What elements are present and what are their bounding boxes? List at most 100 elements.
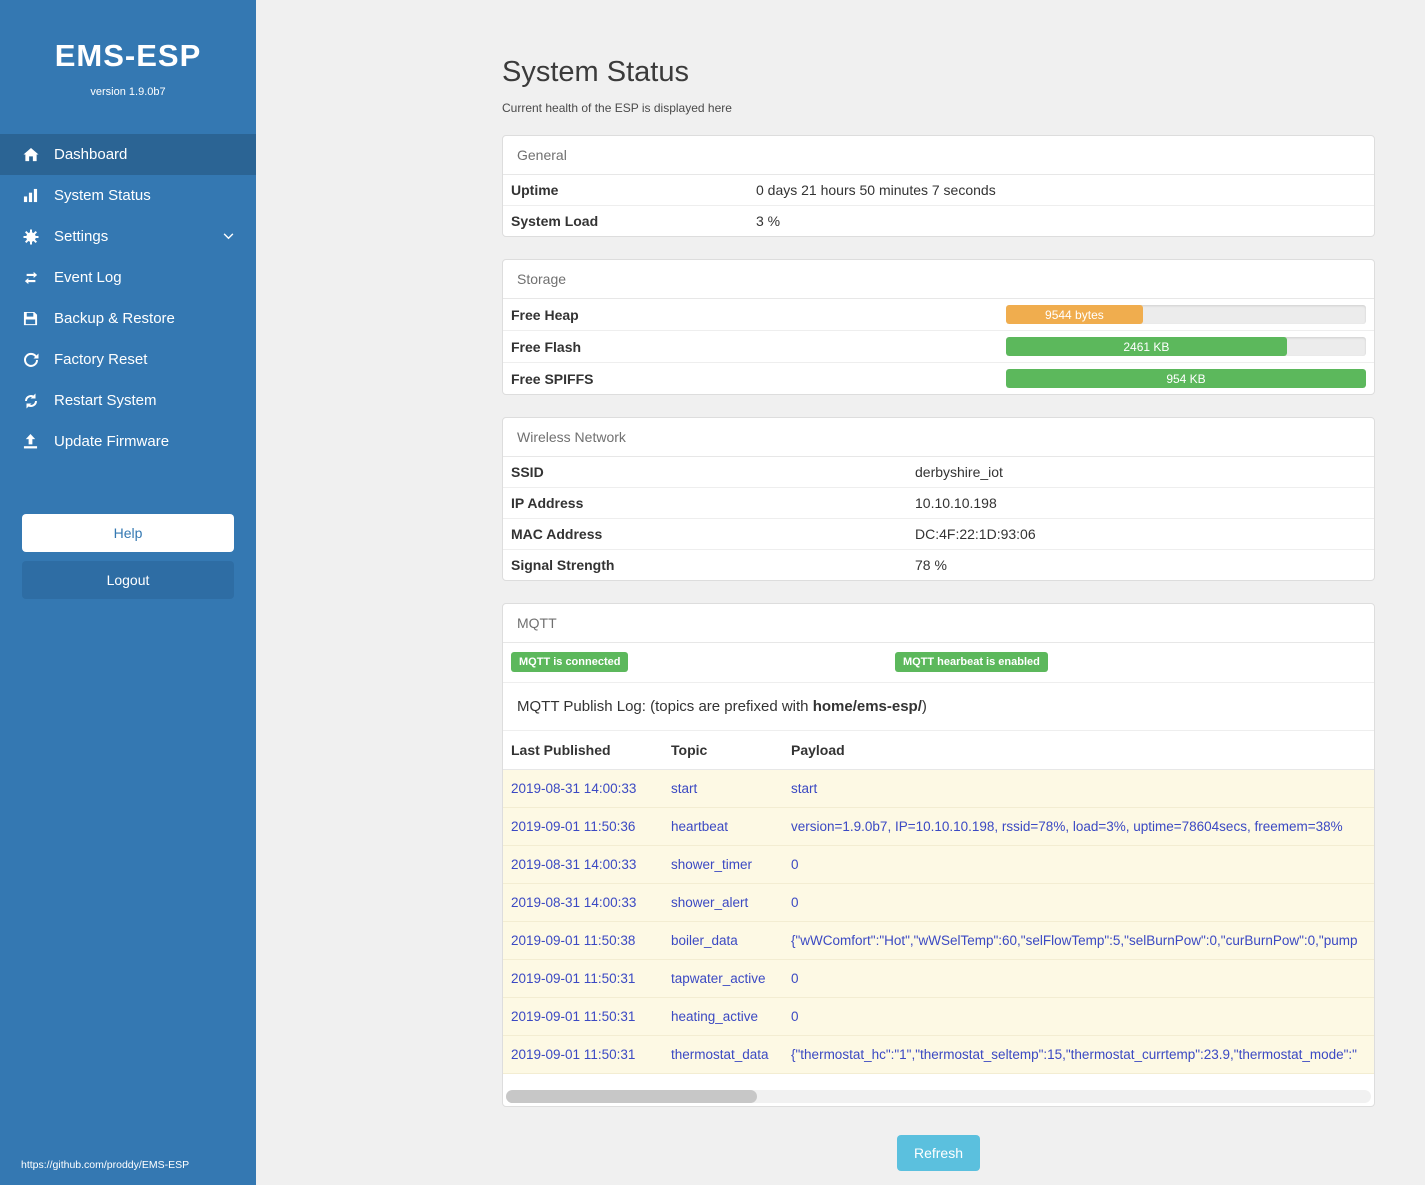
sidebar-item-label: Settings xyxy=(54,228,109,245)
upload-icon xyxy=(22,434,39,449)
cell-topic: shower_alert xyxy=(663,883,783,922)
sidebar-buttons: Help Logout xyxy=(22,514,234,599)
horizontal-scrollbar[interactable] xyxy=(506,1090,1371,1103)
row-label: MAC Address xyxy=(511,526,603,542)
table-row: 2019-08-31 14:00:33 shower_timer 0 xyxy=(503,845,1374,884)
mac-address-value: DC:4F:22:1D:93:06 xyxy=(915,526,1036,542)
panel-general: General Uptime 0 days 21 hours 50 minute… xyxy=(502,135,1375,237)
row-label: SSID xyxy=(511,464,544,480)
floppy-icon xyxy=(22,311,39,326)
github-link[interactable]: https://github.com/proddy/EMS-ESP xyxy=(21,1159,190,1171)
page-subtitle: Current health of the ESP is displayed h… xyxy=(502,101,732,115)
refresh-button[interactable]: Refresh xyxy=(896,1135,981,1171)
scrollbar-thumb[interactable] xyxy=(506,1090,757,1103)
cell-payload: version=1.9.0b7, IP=10.10.10.198, rssid=… xyxy=(783,807,1374,846)
row-label: System Load xyxy=(511,213,599,229)
table-row: 2019-08-31 14:00:33 start start xyxy=(503,769,1374,808)
sidebar-item-label: Update Firmware xyxy=(54,433,170,450)
mqtt-publish-log-title: MQTT Publish Log: (topics are prefixed w… xyxy=(503,683,1374,731)
chart-icon xyxy=(22,188,39,203)
cell-topic: boiler_data xyxy=(663,921,783,960)
free-flash-progressbar: 2461 KB xyxy=(1006,337,1366,356)
ip-address-row: IP Address 10.10.10.198 xyxy=(503,488,1374,519)
cell-topic: start xyxy=(663,769,783,808)
cell-last-published: 2019-09-01 11:50:38 xyxy=(503,921,663,960)
column-header-last-published: Last Published xyxy=(503,731,663,770)
mqtt-publish-log-table: Last Published Topic Payload 2019-08-31 … xyxy=(503,731,1374,1074)
refresh-area: Refresh xyxy=(502,1135,1375,1171)
sidebar-item-dashboard[interactable]: Dashboard xyxy=(0,134,256,175)
mac-address-row: MAC Address DC:4F:22:1D:93:06 xyxy=(503,519,1374,550)
cell-topic: heartbeat xyxy=(663,807,783,846)
reset-arrow-icon xyxy=(22,352,39,368)
sidebar-item-label: Restart System xyxy=(54,392,157,409)
cell-topic: heating_active xyxy=(663,997,783,1036)
table-row: 2019-08-31 14:00:33 shower_alert 0 xyxy=(503,883,1374,922)
sidebar-item-label: Dashboard xyxy=(54,146,128,163)
table-row: 2019-09-01 11:50:31 heating_active 0 xyxy=(503,997,1374,1036)
column-header-payload: Payload xyxy=(783,731,1374,770)
cell-payload: 0 xyxy=(783,997,1374,1036)
table-row: 2019-09-01 11:50:36 heartbeat version=1.… xyxy=(503,807,1374,846)
restart-cycle-icon xyxy=(22,393,39,409)
table-row: 2019-09-01 11:50:31 thermostat_data {"th… xyxy=(503,1035,1374,1074)
mqtt-connected-badge: MQTT is connected xyxy=(511,652,629,672)
home-icon xyxy=(22,147,39,162)
free-spiffs-progressbar: 954 KB xyxy=(1006,369,1366,388)
cell-last-published: 2019-08-31 14:00:33 xyxy=(503,883,663,922)
panel-mqtt: MQTT MQTT is connected MQTT hearbeat is … xyxy=(502,603,1375,1107)
uptime-row: Uptime 0 days 21 hours 50 minutes 7 seco… xyxy=(503,175,1374,206)
page-title: System Status xyxy=(502,56,689,88)
app-version: version 1.9.0b7 xyxy=(90,86,166,98)
cell-last-published: 2019-08-31 14:00:33 xyxy=(503,769,663,808)
sidebar-item-event-log[interactable]: Event Log xyxy=(0,257,256,298)
mqtt-heartbeat-badge: MQTT hearbeat is enabled xyxy=(894,652,1048,672)
sidebar: EMS-ESP version 1.9.0b7 Dashboard System… xyxy=(0,0,256,1185)
ssid-row: SSID derbyshire_iot xyxy=(503,457,1374,488)
cell-payload: {"thermostat_hc":"1","thermostat_seltemp… xyxy=(783,1035,1374,1074)
panel-mqtt-header: MQTT xyxy=(503,604,1374,643)
logout-button[interactable]: Logout xyxy=(22,561,234,599)
cell-last-published: 2019-08-31 14:00:33 xyxy=(503,845,663,884)
cell-topic: shower_timer xyxy=(663,845,783,884)
row-label: Signal Strength xyxy=(511,557,615,573)
sidebar-item-backup-restore[interactable]: Backup & Restore xyxy=(0,298,256,339)
free-spiffs-row: Free SPIFFS 954 KB xyxy=(503,363,1374,394)
signal-strength-value: 78 % xyxy=(915,557,947,573)
gear-icon xyxy=(22,229,39,245)
system-load-value: 3 % xyxy=(756,213,781,229)
ssid-value: derbyshire_iot xyxy=(915,464,1003,480)
sidebar-item-update-firmware[interactable]: Update Firmware xyxy=(0,421,256,462)
help-button[interactable]: Help xyxy=(22,514,234,552)
brand: EMS-ESP version 1.9.0b7 xyxy=(0,0,256,98)
cell-payload: 0 xyxy=(783,845,1374,884)
row-label: Free SPIFFS xyxy=(511,370,594,387)
signal-strength-row: Signal Strength 78 % xyxy=(503,550,1374,580)
sidebar-nav: Dashboard System Status xyxy=(0,134,256,462)
free-flash-row: Free Flash 2461 KB xyxy=(503,331,1374,363)
cell-last-published: 2019-09-01 11:50:31 xyxy=(503,997,663,1036)
log-title-topic-prefix: home/ems-esp/ xyxy=(812,698,922,715)
row-label: Free Flash xyxy=(511,338,582,355)
row-label: Free Heap xyxy=(511,306,579,323)
cell-payload: {"wWComfort":"Hot","wWSelTemp":60,"selFl… xyxy=(783,921,1374,960)
panel-wireless-network: Wireless Network SSID derbyshire_iot IP … xyxy=(502,417,1375,581)
ip-address-value: 10.10.10.198 xyxy=(915,495,997,511)
cell-payload: start xyxy=(783,769,1374,808)
column-header-topic: Topic xyxy=(663,731,783,770)
uptime-value: 0 days 21 hours 50 minutes 7 seconds xyxy=(756,182,996,198)
sidebar-item-settings[interactable]: Settings xyxy=(0,216,256,257)
sidebar-item-restart-system[interactable]: Restart System xyxy=(0,380,256,421)
sidebar-item-system-status[interactable]: System Status xyxy=(0,175,256,216)
panel-wireless-header: Wireless Network xyxy=(503,418,1374,457)
sidebar-item-label: Event Log xyxy=(54,269,122,286)
cell-last-published: 2019-09-01 11:50:31 xyxy=(503,959,663,998)
sidebar-item-factory-reset[interactable]: Factory Reset xyxy=(0,339,256,380)
progress-value: 954 KB xyxy=(1166,371,1206,386)
panel-storage: Storage Free Heap 9544 bytes Free Flash … xyxy=(502,259,1375,395)
panel-general-header: General xyxy=(503,136,1374,175)
log-title-prefix: MQTT Publish Log: (topics are prefixed w… xyxy=(517,698,813,715)
swap-arrows-icon xyxy=(22,271,39,285)
cell-topic: thermostat_data xyxy=(663,1035,783,1074)
